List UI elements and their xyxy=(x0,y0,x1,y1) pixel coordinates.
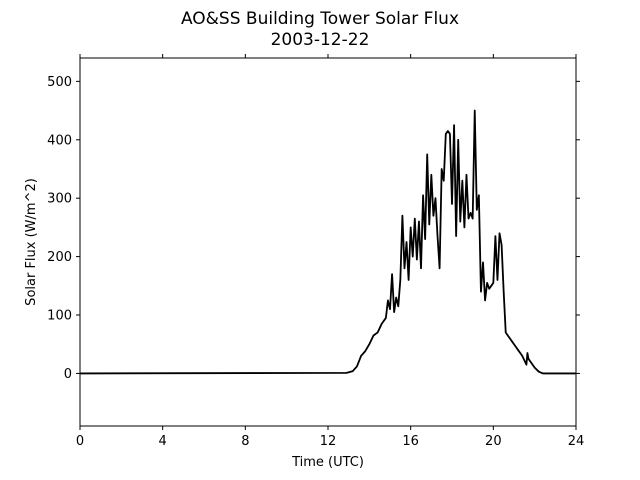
chart-title: AO&SS Building Tower Solar Flux xyxy=(181,9,459,29)
y-axis-label: Solar Flux (W/m^2) xyxy=(24,178,39,306)
x-tick-label: 12 xyxy=(320,434,337,449)
x-tick-label: 4 xyxy=(159,434,167,449)
x-tick-label: 24 xyxy=(568,434,585,449)
series-layer xyxy=(79,109,576,375)
x-axis-label: Time (UTC) xyxy=(291,455,364,470)
y-axis-ticks: 0 100 200 300 400 500 xyxy=(47,75,580,382)
y-tick-label: 300 xyxy=(47,192,72,207)
y-tick-label: 200 xyxy=(47,250,72,265)
x-tick-label: 20 xyxy=(485,434,502,449)
series-line-solar-flux xyxy=(79,109,576,375)
y-tick-label: 500 xyxy=(47,75,72,90)
chart-subtitle: 2003-12-22 xyxy=(271,30,370,50)
x-tick-label: 0 xyxy=(76,434,84,449)
y-tick-label: 400 xyxy=(47,133,72,148)
x-tick-label: 8 xyxy=(241,434,249,449)
y-tick-label: 0 xyxy=(64,367,72,382)
y-tick-label: 100 xyxy=(47,309,72,324)
x-axis-ticks: 0 4 8 12 16 20 24 xyxy=(76,54,584,449)
x-tick-label: 16 xyxy=(402,434,419,449)
